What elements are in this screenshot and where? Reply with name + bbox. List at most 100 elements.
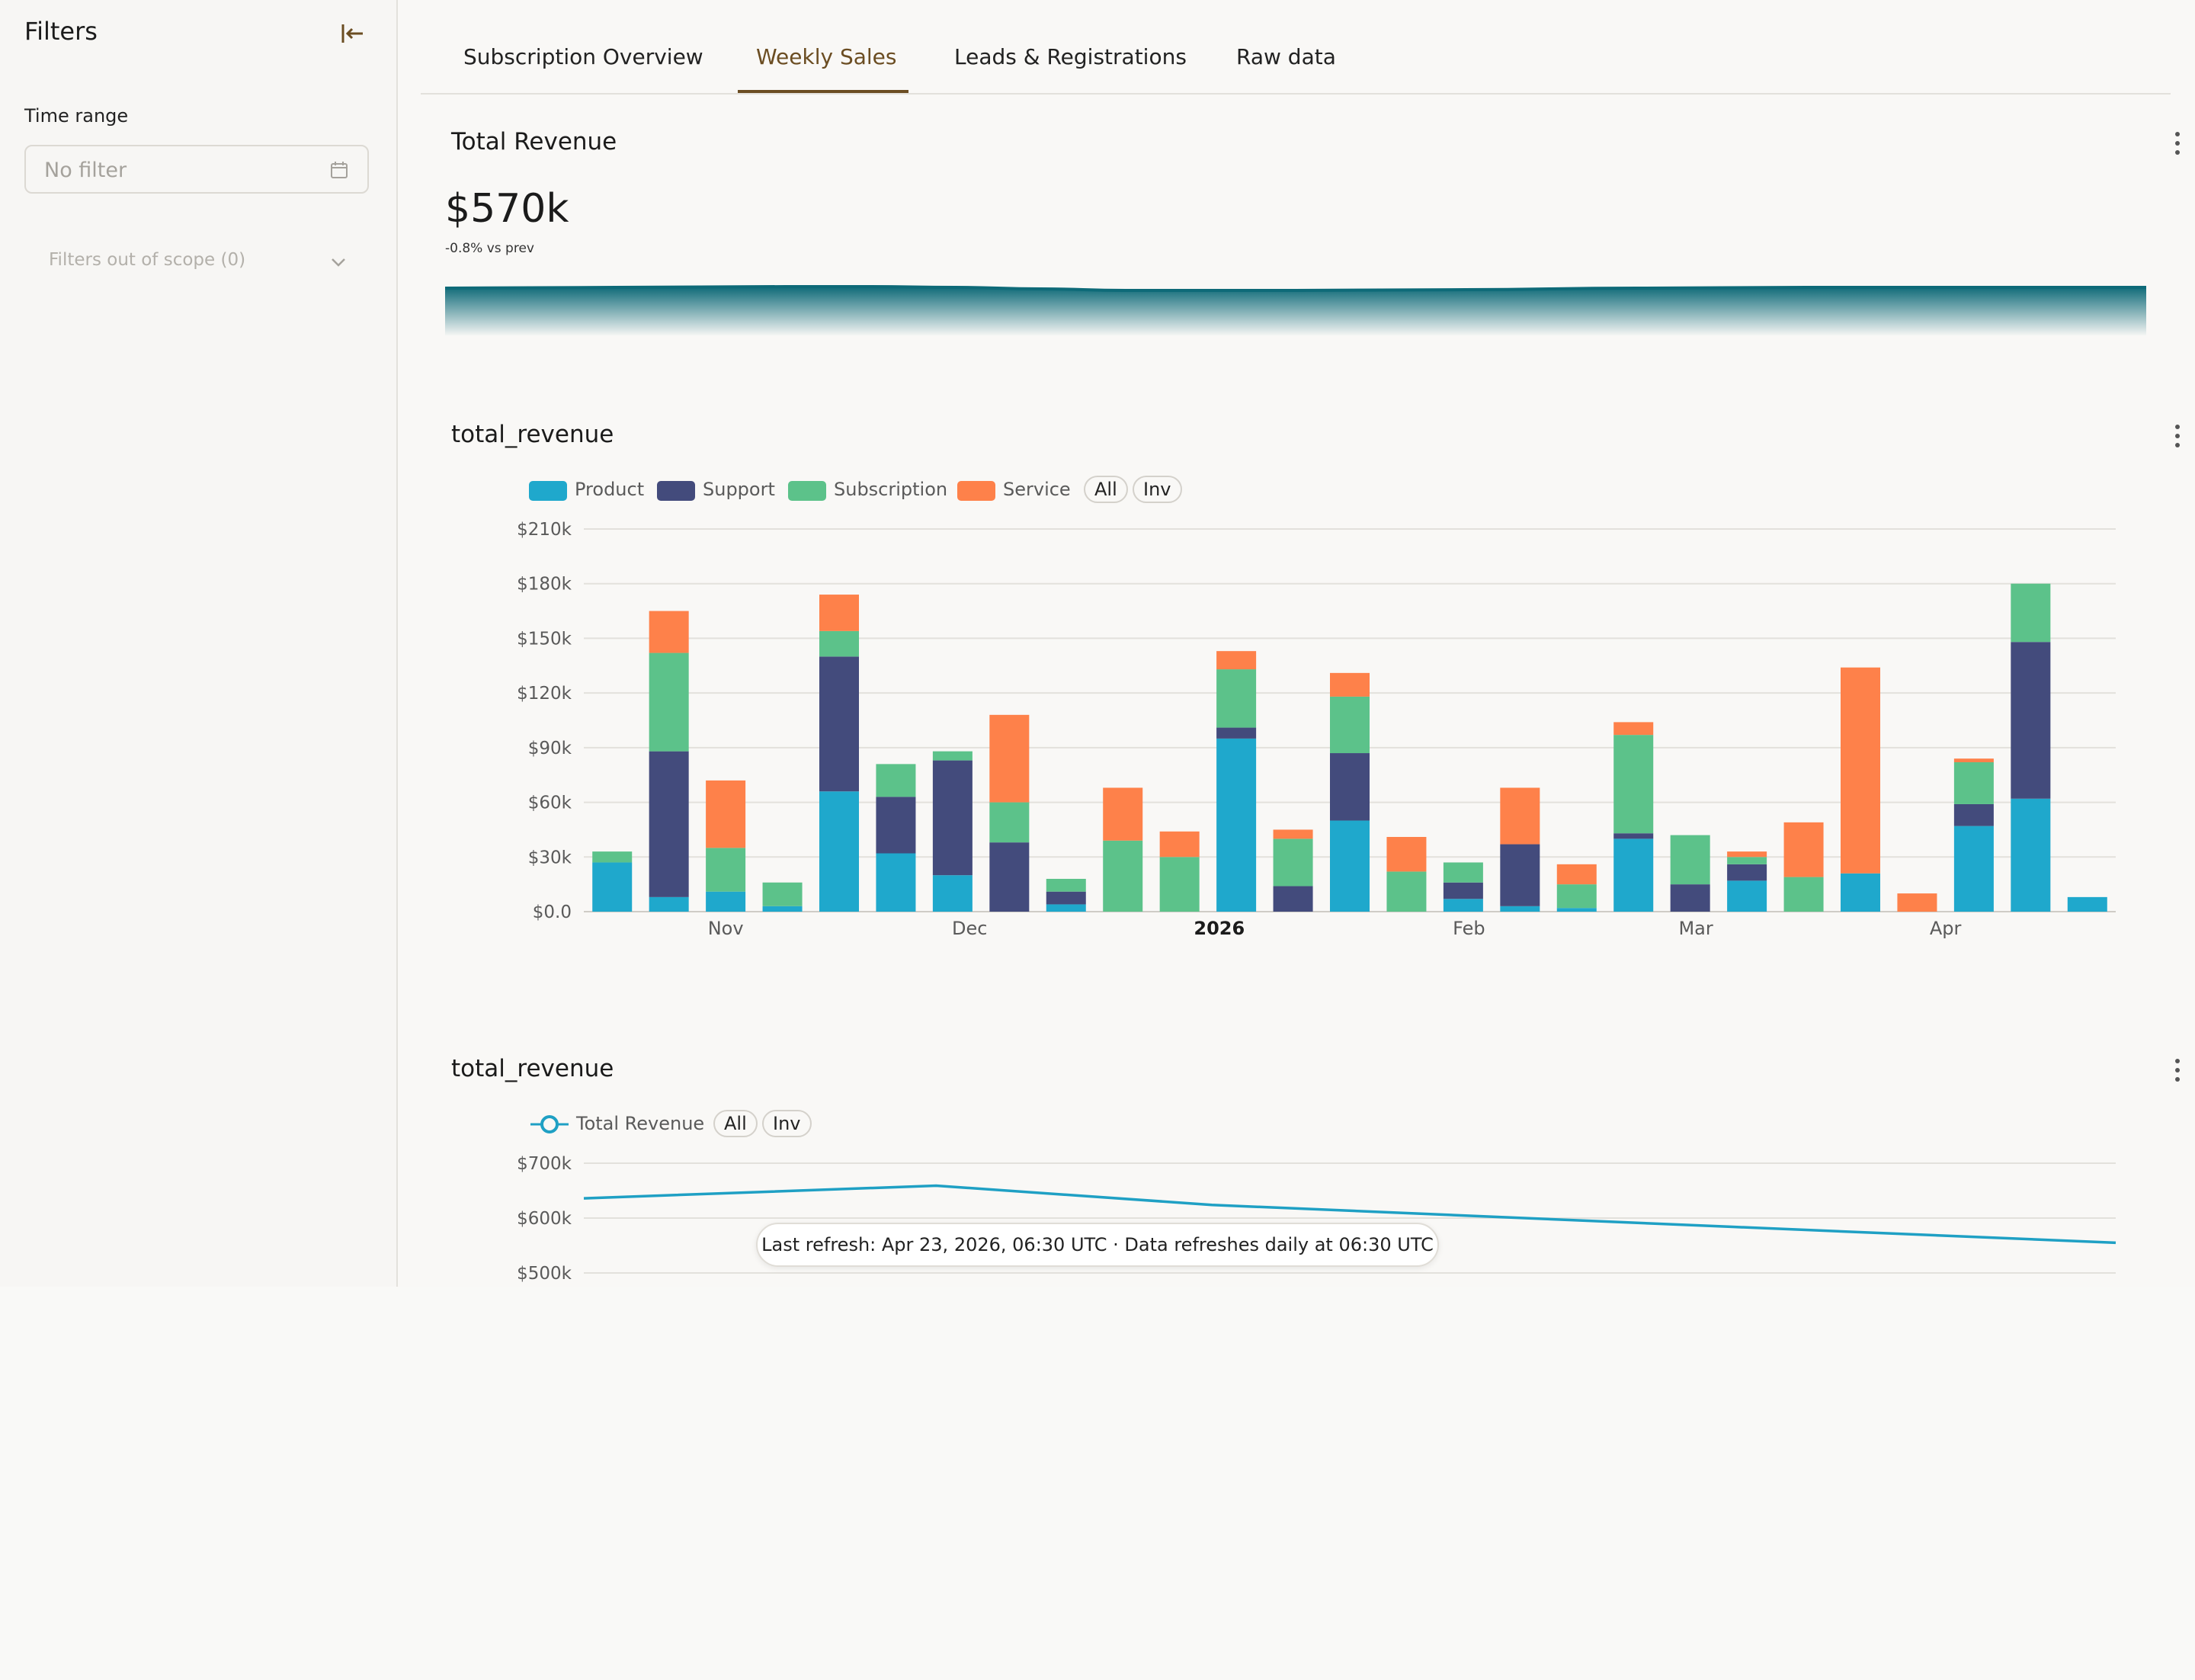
line-legend-invert-button[interactable]: Inv (762, 1110, 812, 1137)
line-chart-menu-icon[interactable] (2170, 1055, 2185, 1085)
bar-segment-subscription[interactable] (1443, 862, 1483, 883)
bar-segment-subscription[interactable] (1330, 696, 1370, 754)
bar-segment-subscription[interactable] (1046, 878, 1086, 892)
bar-segment-support[interactable] (2011, 642, 2051, 799)
bar-segment-service[interactable] (989, 714, 1030, 803)
bar-segment-subscription[interactable] (706, 848, 746, 892)
bar-segment-product[interactable] (1841, 873, 1880, 912)
bar-segment-subscription[interactable] (1727, 857, 1767, 864)
bar-segment-product[interactable] (1046, 904, 1086, 912)
bar-segment-product[interactable] (1727, 880, 1767, 912)
total-revenue-line[interactable] (583, 1184, 2116, 1245)
bar-segment-product[interactable] (819, 791, 859, 912)
bar-segment-support[interactable] (1727, 864, 1767, 881)
bar-segment-subscription[interactable] (649, 652, 689, 752)
bar-segment-subscription[interactable] (1556, 884, 1597, 909)
bar-segment-product[interactable] (1613, 838, 1654, 912)
legend-subscription[interactable]: Subscription (788, 476, 948, 503)
bar-segment-product[interactable] (592, 862, 633, 912)
bar-segment-product[interactable] (1216, 738, 1257, 912)
tab-raw-data[interactable]: Raw data (1236, 44, 1336, 69)
bar-segment-service[interactable] (1897, 893, 1937, 912)
bar-segment-support[interactable] (1216, 727, 1257, 739)
bar-segment-product[interactable] (649, 896, 689, 912)
bar-segment-product[interactable] (932, 875, 973, 912)
bar-segment-product[interactable] (2011, 798, 2051, 912)
bar-segment-subscription[interactable] (762, 882, 803, 906)
legend-support[interactable]: Support (657, 476, 779, 503)
bar-segment-subscription[interactable] (1783, 877, 1824, 912)
x-tick-label: 2026 (1194, 918, 1245, 939)
bar-segment-product[interactable] (706, 891, 746, 912)
bar-segment-support[interactable] (1670, 884, 1710, 912)
bar-segment-service[interactable] (1159, 831, 1200, 858)
bar-segment-service[interactable] (649, 611, 689, 653)
bar-segment-product[interactable] (876, 853, 916, 912)
bar-segment-support[interactable] (1273, 886, 1313, 912)
y-tick-label: $120k (517, 684, 572, 704)
bar-segment-service[interactable] (1386, 836, 1427, 872)
tab-leads-registrations[interactable]: Leads & Registrations (954, 44, 1187, 69)
bar-segment-support[interactable] (819, 656, 859, 792)
bar-segment-subscription[interactable] (592, 851, 633, 863)
bar-segment-service[interactable] (1500, 787, 1540, 845)
bar-segment-subscription[interactable] (932, 751, 973, 761)
legend-all-button[interactable]: All (1084, 476, 1128, 503)
bar-segment-service[interactable] (1841, 667, 1880, 874)
bar-segment-support[interactable] (1953, 803, 1994, 826)
bar-segment-subscription[interactable] (1103, 840, 1143, 912)
bar-segment-support[interactable] (1330, 753, 1370, 821)
bar-segment-service[interactable] (1953, 758, 1994, 762)
bar-segment-subscription[interactable] (989, 802, 1030, 843)
bar-segment-product[interactable] (1953, 826, 1994, 912)
bar-segment-subscription[interactable] (1670, 835, 1710, 885)
time-range-input[interactable]: No filter (24, 145, 369, 194)
bar-segment-subscription[interactable] (819, 630, 859, 657)
bar-segment-support[interactable] (649, 751, 689, 897)
bar-segment-product[interactable] (1556, 908, 1597, 912)
bar-segment-service[interactable] (819, 595, 859, 631)
bar-segment-subscription[interactable] (2011, 583, 2051, 643)
bar-segment-support[interactable] (1443, 882, 1483, 899)
legend-total-revenue[interactable]: Total Revenue (529, 1110, 704, 1137)
bar-segment-service[interactable] (1556, 864, 1597, 885)
bar-segment-support[interactable] (1500, 844, 1540, 906)
bar-segment-subscription[interactable] (1613, 735, 1654, 834)
bar-segment-subscription[interactable] (1216, 669, 1257, 728)
bar-segment-product[interactable] (1443, 899, 1483, 912)
legend-service[interactable]: Service (957, 476, 1072, 503)
kpi-menu-icon[interactable] (2170, 128, 2185, 159)
bar-segment-service[interactable] (1330, 672, 1370, 697)
bar-segment-support[interactable] (876, 797, 916, 854)
line-legend-all-button[interactable]: All (713, 1110, 758, 1137)
bar-segment-subscription[interactable] (876, 764, 916, 797)
filters-out-of-scope-toggle[interactable]: Filters out of scope (0) (49, 250, 348, 276)
bar-segment-subscription[interactable] (1159, 857, 1200, 912)
bar-segment-subscription[interactable] (1953, 761, 1994, 804)
bar-segment-subscription[interactable] (1273, 838, 1313, 886)
bar-segment-service[interactable] (1216, 651, 1257, 670)
kpi-delta: -0.8% vs prev (445, 241, 534, 256)
collapse-sidebar-button[interactable] (335, 17, 369, 50)
bar-segment-service[interactable] (1103, 787, 1143, 841)
bar-segment-service[interactable] (1727, 851, 1767, 858)
bar-segment-product[interactable] (1330, 820, 1370, 912)
bar-segment-product[interactable] (1500, 906, 1540, 912)
bar-segment-subscription[interactable] (1386, 871, 1427, 912)
bar-segment-support[interactable] (932, 760, 973, 876)
bar-segment-service[interactable] (1613, 722, 1654, 736)
bar-segment-product[interactable] (2067, 896, 2107, 912)
bar-segment-support[interactable] (1613, 833, 1654, 839)
bar-segment-support[interactable] (1046, 891, 1086, 905)
bar-segment-support[interactable] (989, 842, 1030, 912)
bar-segment-service[interactable] (1273, 829, 1313, 839)
legend-invert-button[interactable]: Inv (1133, 476, 1182, 503)
bar-chart-menu-icon[interactable] (2170, 421, 2185, 451)
tab-subscription-overview[interactable]: Subscription Overview (463, 44, 703, 69)
tab-weekly-sales[interactable]: Weekly Sales (756, 44, 897, 69)
y-tick-label: $90k (528, 739, 572, 758)
bar-segment-product[interactable] (762, 906, 803, 912)
bar-segment-service[interactable] (706, 780, 746, 848)
bar-segment-service[interactable] (1783, 822, 1824, 877)
legend-product[interactable]: Product (529, 476, 644, 503)
